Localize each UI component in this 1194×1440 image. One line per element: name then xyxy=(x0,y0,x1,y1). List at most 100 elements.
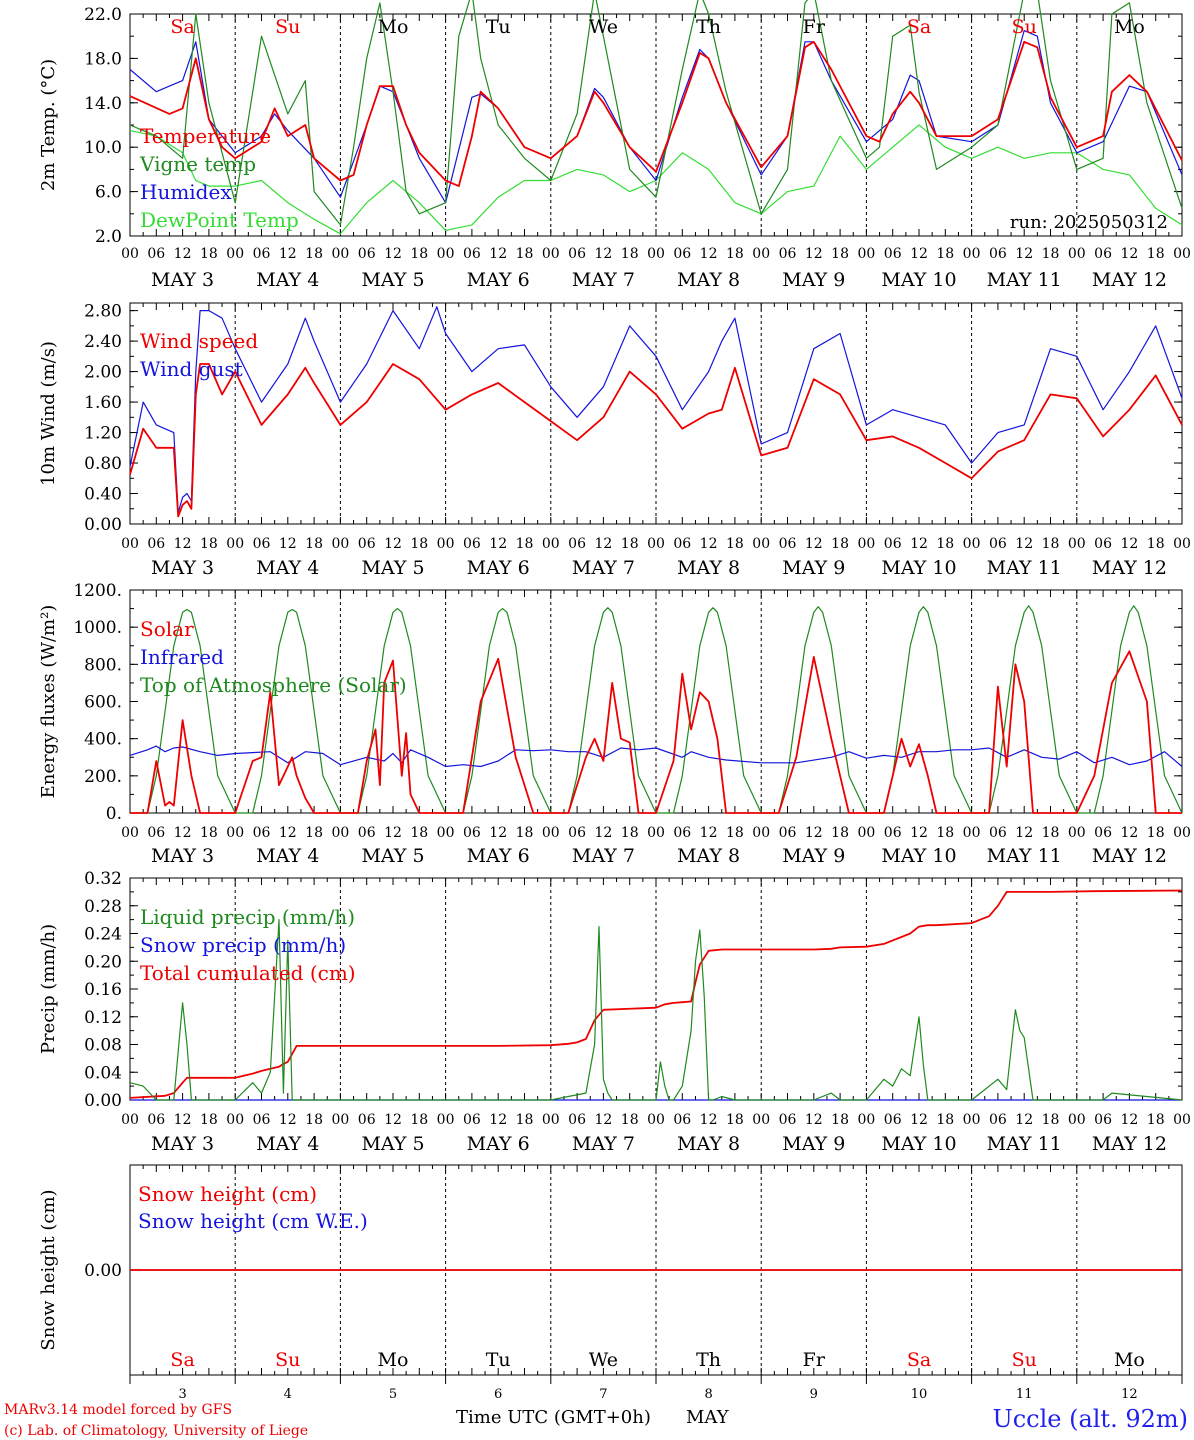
hour-label: 18 xyxy=(621,246,639,262)
hour-label: 00 xyxy=(542,1112,560,1128)
y-tick-label: 0.20 xyxy=(84,952,122,972)
hour-label: 06 xyxy=(568,246,586,262)
hour-label: 00 xyxy=(121,246,139,262)
hour-label: 00 xyxy=(963,536,981,552)
hour-label: 00 xyxy=(331,536,349,552)
date-label: MAY 6 xyxy=(467,557,530,579)
hour-label: 06 xyxy=(253,1112,271,1128)
hour-label: 18 xyxy=(726,536,744,552)
hour-label: 00 xyxy=(1173,536,1191,552)
date-number: 3 xyxy=(178,1387,186,1402)
hour-label: 12 xyxy=(700,1112,718,1128)
series-line xyxy=(130,650,1182,814)
hour-label: 06 xyxy=(673,246,691,262)
hour-label: 00 xyxy=(1173,1112,1191,1128)
date-label: MAY 4 xyxy=(256,845,319,867)
date-label: MAY 12 xyxy=(1092,557,1167,579)
hour-label: 00 xyxy=(857,825,875,841)
hour-label: 00 xyxy=(1173,825,1191,841)
date-label: MAY 3 xyxy=(151,845,214,867)
weekday-label: Mo xyxy=(378,16,409,38)
y-tick-label: 0.08 xyxy=(84,1036,122,1056)
y-tick-label: 400. xyxy=(84,730,122,750)
weekday-label: Sa xyxy=(170,16,194,38)
station-label: Uccle (alt. 92m) xyxy=(992,1405,1188,1433)
hour-label: 00 xyxy=(437,536,455,552)
hour-label: 00 xyxy=(226,825,244,841)
run-label: run: 2025050312 xyxy=(1010,212,1168,233)
hour-label: 18 xyxy=(831,1112,849,1128)
weekday-label: Su xyxy=(275,16,300,38)
date-number: 4 xyxy=(284,1387,292,1402)
month-label: MAY xyxy=(686,1407,730,1428)
hour-label: 18 xyxy=(516,246,534,262)
date-label: MAY 10 xyxy=(881,1133,956,1155)
date-label: MAY 5 xyxy=(361,269,424,291)
date-label: MAY 11 xyxy=(987,557,1062,579)
hour-label: 12 xyxy=(279,825,297,841)
y-tick-label: 0.00 xyxy=(84,1261,122,1281)
hour-label: 06 xyxy=(1094,536,1112,552)
date-label: MAY 9 xyxy=(782,557,845,579)
y-tick-label: 22.0 xyxy=(84,5,122,25)
hour-label: 12 xyxy=(174,536,192,552)
series-line xyxy=(129,306,1183,514)
date-label: MAY 9 xyxy=(782,845,845,867)
y-tick-label: 0.24 xyxy=(84,925,122,945)
series-line xyxy=(129,0,1183,226)
hour-label: 00 xyxy=(331,246,349,262)
date-label: MAY 6 xyxy=(467,269,530,291)
hour-label: 12 xyxy=(805,536,823,552)
hour-label: 06 xyxy=(568,536,586,552)
hour-label: 18 xyxy=(305,536,323,552)
hour-label: 18 xyxy=(936,536,954,552)
hour-label: 18 xyxy=(831,825,849,841)
y-tick-label: 0.04 xyxy=(84,1063,122,1083)
hour-label: 12 xyxy=(384,825,402,841)
hour-label: 06 xyxy=(147,1112,165,1128)
hour-label: 06 xyxy=(568,825,586,841)
legend-entry: Top of Atmosphere (Solar) xyxy=(140,673,407,697)
weekday-label: Mo xyxy=(378,1349,409,1371)
panel-3: 0. 200. 400. 600. 800. 1000. 1200. Energy fluxe… xyxy=(38,581,1191,867)
panel-2: 0.00 0.40 0.80 1.20 1.60 2.00 2.40 2.80 10m Wind… xyxy=(38,302,1191,579)
weekday-label: Su xyxy=(275,1349,300,1371)
hour-label: 00 xyxy=(331,825,349,841)
y-tick-label: 18.0 xyxy=(84,49,122,69)
hour-label: 18 xyxy=(1147,536,1165,552)
hour-label: 12 xyxy=(279,1112,297,1128)
weekday-label: Sa xyxy=(907,16,931,38)
hour-label: 00 xyxy=(647,536,665,552)
hour-label: 18 xyxy=(200,246,218,262)
hour-label: 00 xyxy=(647,246,665,262)
date-label: MAY 8 xyxy=(677,1133,740,1155)
time-axis-label: Time UTC (GMT+0h) xyxy=(456,1407,651,1428)
hour-label: 06 xyxy=(1094,1112,1112,1128)
hour-label: 00 xyxy=(121,825,139,841)
weekday-label: Fr xyxy=(803,1349,826,1371)
date-label: MAY 11 xyxy=(987,845,1062,867)
hour-label: 12 xyxy=(279,536,297,552)
y-tick-label: 2.00 xyxy=(84,363,122,383)
date-label: MAY 5 xyxy=(361,845,424,867)
hour-label: 18 xyxy=(1147,246,1165,262)
hour-label: 12 xyxy=(700,536,718,552)
hour-label: 00 xyxy=(226,1112,244,1128)
hour-label: 00 xyxy=(752,825,770,841)
date-label: MAY 3 xyxy=(151,557,214,579)
hour-label: 18 xyxy=(1042,536,1060,552)
hour-label: 18 xyxy=(621,536,639,552)
hour-label: 12 xyxy=(1120,825,1138,841)
hour-label: 12 xyxy=(1120,1112,1138,1128)
hour-label: 12 xyxy=(489,825,507,841)
date-label: MAY 3 xyxy=(151,269,214,291)
hour-label: 12 xyxy=(489,1112,507,1128)
hour-label: 12 xyxy=(279,246,297,262)
hour-label: 06 xyxy=(147,246,165,262)
date-label: MAY 7 xyxy=(572,557,635,579)
legend-entry: Wind speed xyxy=(140,329,258,353)
y-axis-label: 10m Wind (m/s) xyxy=(38,341,59,486)
date-number: 8 xyxy=(704,1387,712,1402)
hour-label: 00 xyxy=(1068,246,1086,262)
date-label: MAY 4 xyxy=(256,1133,319,1155)
